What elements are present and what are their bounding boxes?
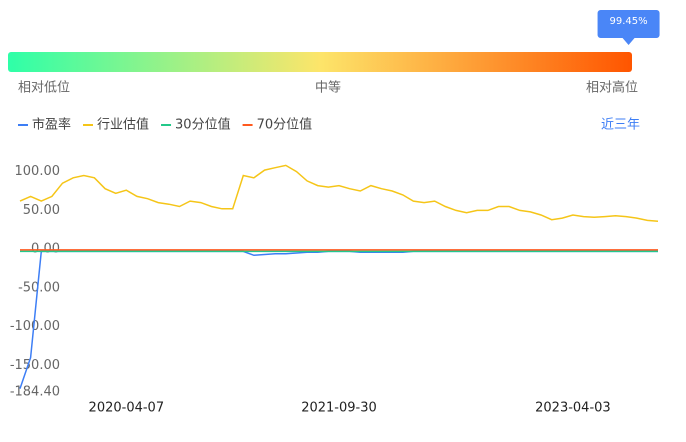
legend-label[interactable]: 70分位值 — [257, 117, 313, 133]
y-tick-label: -50.00 — [18, 280, 60, 295]
y-tick-label: 0.00 — [31, 242, 60, 257]
gauge-bar — [8, 52, 632, 72]
y-tick-label: -184.40 — [10, 385, 60, 400]
series-line — [19, 250, 658, 389]
legend-label[interactable]: 30分位值 — [175, 117, 231, 133]
x-tick-label: 2021-09-30 — [301, 401, 377, 416]
y-tick-label: 100.00 — [15, 164, 61, 179]
series-line — [19, 164, 659, 222]
legend-label[interactable]: 行业估值 — [97, 117, 149, 133]
gauge-label: 相对低位 — [18, 81, 70, 96]
gauge-marker — [597, 10, 660, 45]
range-button[interactable]: 近三年 — [601, 118, 640, 133]
y-tick-label: 50.00 — [23, 203, 60, 218]
x-tick-label: 2020-04-07 — [89, 401, 165, 416]
legend-label[interactable]: 市盈率 — [32, 117, 71, 133]
gauge-label: 中等 — [315, 80, 341, 96]
x-tick-label: 2023-04-03 — [535, 401, 611, 416]
gauge-label: 相对高位 — [586, 80, 638, 96]
y-tick-label: -150.00 — [10, 358, 60, 373]
y-tick-label: -100.00 — [10, 319, 60, 334]
gauge-marker-label: 99.45% — [609, 16, 647, 27]
